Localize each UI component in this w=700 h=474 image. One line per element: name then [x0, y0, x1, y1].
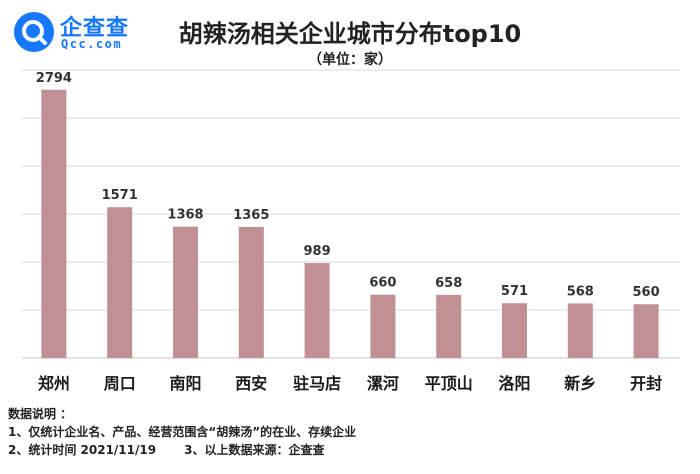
bar-南阳 [173, 226, 198, 358]
value-label: 571 [501, 284, 528, 299]
bar-洛阳 [502, 303, 527, 358]
notes-heading: 数据说明 ： [8, 407, 73, 421]
notes-line-2: 2、统计时间 2021/11/19 3、以上数据来源：企查查 [8, 441, 688, 459]
bar-新乡 [567, 303, 593, 358]
bar-开封 [633, 304, 659, 358]
notes-line-2b: 3、以上数据来源：企查查 [184, 443, 325, 457]
value-label: 1365 [233, 208, 269, 223]
bars [41, 89, 659, 358]
bar-chart: 2794 1571 1368 1365 989 660 658 571 568 560 郑州 周口 南… [22, 69, 680, 393]
category-label: 驻马店 [293, 374, 341, 393]
category-label: 洛阳 [498, 374, 530, 393]
logo-mark-icon [22, 20, 47, 45]
category-label: 郑州 [38, 374, 70, 393]
category-label: 平顶山 [425, 374, 473, 393]
category-label: 开封 [630, 374, 662, 393]
notes-line-1: 1、仅统计企业名、产品、经营范围含“胡辣汤”的在业、存续企业 [8, 425, 357, 439]
notes-line-2a: 2、统计时间 2021/11/19 [8, 443, 157, 457]
value-label: 989 [304, 244, 331, 259]
category-labels: 郑州 周口 南阳 西安 驻马店 漯河 平顶山 洛阳 新乡 开封 [38, 374, 662, 393]
value-label: 1368 [167, 208, 203, 223]
bar-漯河 [370, 294, 396, 358]
logo-circle [14, 12, 54, 52]
qcc-logo: 企查查 Qcc.com [14, 10, 164, 54]
category-label: 漯河 [367, 374, 399, 393]
category-label: 西安 [235, 374, 267, 393]
category-label: 南阳 [169, 374, 201, 393]
value-label: 658 [435, 276, 462, 291]
bar-驻马店 [304, 263, 330, 358]
value-label: 568 [567, 284, 594, 299]
category-label: 周口 [104, 374, 136, 393]
value-label: 2794 [36, 71, 72, 86]
chart-subtitle: （单位：家） [308, 52, 392, 68]
bar-周口 [107, 207, 133, 358]
chart-title: 胡辣汤相关企业城市分布top10 [178, 20, 522, 48]
value-labels: 2794 1571 1368 1365 989 660 658 571 568 560 [36, 71, 660, 300]
logo-domain: Qcc.com [61, 37, 123, 51]
logo-name: 企查查 [60, 16, 130, 41]
bar-西安 [238, 226, 264, 358]
value-label: 560 [633, 285, 660, 300]
category-label: 新乡 [564, 374, 596, 393]
data-notes: 数据说明 ： 1、仅统计企业名、产品、经营范围含“胡辣汤”的在业、存续企业 2、… [8, 405, 688, 459]
value-label: 660 [369, 276, 396, 291]
bar-平顶山 [436, 294, 462, 358]
bar-郑州 [41, 89, 67, 358]
value-label: 1571 [102, 188, 138, 203]
